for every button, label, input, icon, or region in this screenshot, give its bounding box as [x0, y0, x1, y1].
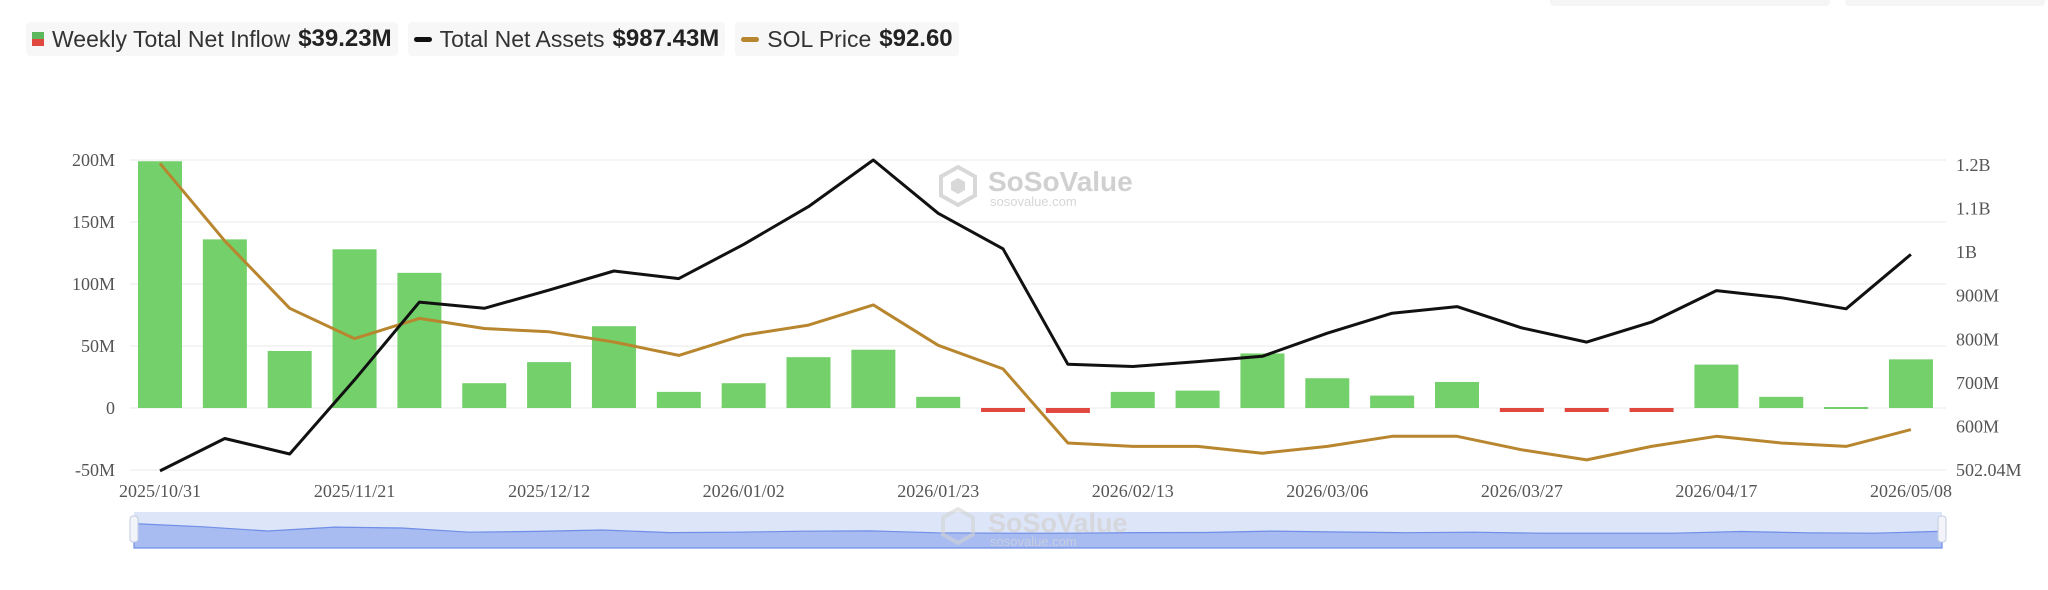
x-tick-label: 2026/01/02 [703, 481, 785, 501]
bar[interactable] [462, 383, 507, 408]
navigator-watermark-brand: SoSoValue [988, 508, 1128, 538]
watermark-site: sosovalue.com [990, 194, 1077, 209]
legend-label: Weekly Total Net Inflow [52, 25, 291, 52]
total-net-assets-line[interactable] [159, 158, 1912, 473]
legend-value: $92.60 [879, 25, 953, 52]
x-tick-label: 2026/04/17 [1675, 481, 1757, 501]
bar[interactable] [851, 349, 896, 408]
y-left-tick-label: -50M [75, 460, 115, 480]
y-left-tick-label: 200M [72, 150, 115, 170]
bar[interactable] [1110, 391, 1155, 408]
legend-item-total-net-assets[interactable]: Total Net Assets $987.43M [407, 22, 726, 56]
y-right-tick-label: 502.04M [1956, 460, 2022, 480]
sol-price-line[interactable] [158, 162, 1912, 462]
bar[interactable] [527, 362, 572, 408]
navigator-area [133, 522, 1943, 549]
x-tick-label: 2026/02/13 [1092, 481, 1174, 501]
toolbar-tab[interactable] [1845, 0, 2045, 6]
bar[interactable] [1499, 408, 1544, 412]
y-left-tick-label: 0 [106, 398, 115, 418]
bar[interactable] [656, 391, 701, 408]
navigator-left-handle[interactable] [129, 515, 139, 543]
x-tick-label: 2025/12/12 [508, 481, 590, 501]
navigator-watermark-site: sosovalue.com [990, 534, 1077, 549]
line-swatch-icon [413, 36, 432, 42]
y-left-tick-label: 100M [72, 274, 115, 294]
x-tick-label: 2026/03/27 [1481, 481, 1563, 501]
bar[interactable] [1175, 390, 1220, 408]
y-right-tick-label: 1.1B [1956, 199, 1991, 219]
bar[interactable] [1045, 408, 1090, 413]
y-right-tick-label: 900M [1956, 286, 1999, 306]
navigator-right-handle[interactable] [1937, 515, 1947, 543]
bar[interactable] [138, 161, 182, 408]
bar[interactable] [1370, 395, 1415, 408]
bar[interactable] [1694, 364, 1739, 408]
y-right-tick-label: 700M [1956, 373, 1999, 393]
navigator-watermark-logo-icon [941, 506, 975, 546]
bar[interactable] [1629, 408, 1674, 412]
line-swatch-icon [741, 36, 760, 42]
bar[interactable] [1564, 408, 1609, 412]
bar[interactable] [1888, 359, 1933, 408]
bar-swatch-icon [32, 32, 44, 46]
legend-item-net-inflow[interactable]: Weekly Total Net Inflow $39.23M [26, 22, 398, 56]
y-right-tick-label: 1B [1956, 242, 1977, 262]
bar[interactable] [1435, 381, 1479, 408]
x-tick-label: 2025/11/21 [314, 481, 395, 501]
x-tick-label: 2025/10/31 [119, 481, 201, 501]
bar[interactable] [1240, 353, 1285, 408]
range-navigator[interactable]: SoSoValue sosovalue.com [129, 506, 1947, 549]
watermark-brand: SoSoValue [988, 166, 1133, 197]
bar[interactable] [786, 357, 831, 408]
legend-value: $987.43M [612, 25, 720, 52]
bar[interactable] [267, 350, 312, 408]
y-left-tick-label: 50M [81, 336, 115, 356]
bar[interactable] [1305, 378, 1350, 408]
bar[interactable] [1824, 407, 1869, 409]
y-right-tick-label: 1.2B [1956, 155, 1991, 175]
bar[interactable] [721, 383, 766, 408]
bar[interactable] [916, 396, 961, 408]
toolbar-tab[interactable] [1550, 0, 1830, 6]
bar[interactable] [397, 272, 442, 408]
watermark-logo-icon [939, 164, 977, 208]
x-tick-label: 2026/05/08 [1870, 481, 1952, 501]
bar[interactable] [981, 408, 1026, 412]
bar[interactable] [202, 239, 247, 408]
watermark: SoSoValue sosovalue.com [939, 164, 1133, 209]
legend-item-sol-price[interactable]: SOL Price $92.60 [735, 22, 959, 56]
watermark-logo-inner [951, 178, 965, 194]
x-tick-label: 2026/01/23 [897, 481, 979, 501]
y-right-tick-label: 800M [1956, 329, 1999, 349]
x-tick-label: 2026/03/06 [1286, 481, 1368, 501]
y-left-tick-label: 150M [72, 212, 115, 232]
legend: Weekly Total Net Inflow $39.23M Total Ne… [26, 22, 959, 56]
y-right-tick-label: 600M [1956, 416, 1999, 436]
legend-value: $39.23M [298, 25, 392, 52]
legend-label: Total Net Assets [439, 25, 605, 52]
bar[interactable] [1759, 396, 1804, 408]
bar[interactable] [332, 249, 377, 408]
legend-label: SOL Price [767, 25, 872, 52]
